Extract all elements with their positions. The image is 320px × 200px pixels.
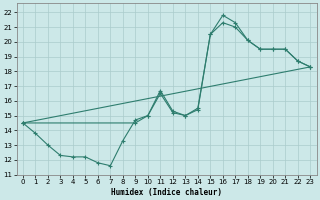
X-axis label: Humidex (Indice chaleur): Humidex (Indice chaleur): [111, 188, 222, 197]
